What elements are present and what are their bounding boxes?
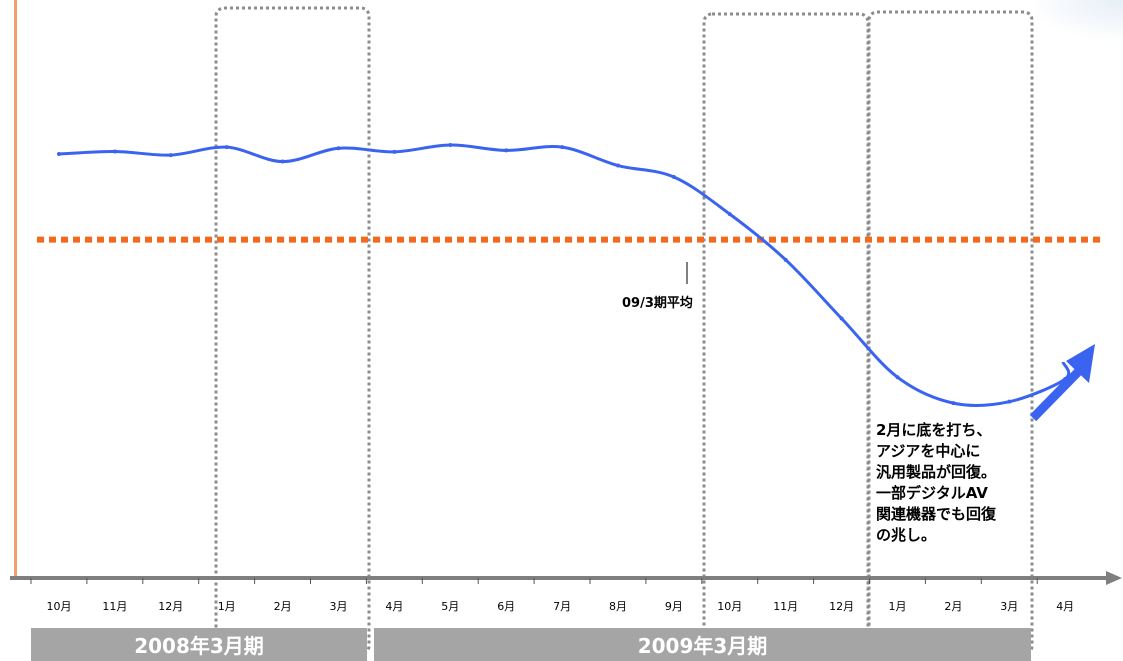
- x-tick-label: 1月: [218, 600, 236, 613]
- data-point: [336, 146, 341, 151]
- x-tick-label: 3月: [330, 600, 348, 613]
- series-line: [58, 143, 1071, 408]
- data-point: [168, 153, 173, 158]
- left-accent-rule: [14, 0, 17, 578]
- data-point: [280, 159, 285, 164]
- data-point: [951, 401, 956, 406]
- data-point: [57, 152, 61, 156]
- average-line-label: 09/3期平均: [622, 296, 693, 311]
- x-axis-arrowhead: [1106, 571, 1122, 585]
- data-point: [671, 175, 676, 180]
- x-tick-label: 3月: [1000, 600, 1018, 613]
- data-point: [839, 316, 844, 321]
- data-point: [727, 212, 732, 217]
- data-point: [1007, 399, 1012, 404]
- x-tick-label: 11月: [773, 600, 798, 613]
- highlight-box-3: [867, 10, 1034, 656]
- x-tick-label: 10月: [717, 600, 742, 613]
- x-tick-label: 5月: [441, 600, 459, 613]
- recovery-annotation: 2月に底を打ち、 アジアを中心に 汎用製品が回復。 一部デジタルAV 関連機器で…: [876, 421, 997, 544]
- x-tick-label: 8月: [609, 600, 627, 613]
- corner-decoration: [1033, 0, 1123, 40]
- x-tick-label: 12月: [158, 600, 183, 613]
- x-tick-label: 4月: [1056, 600, 1074, 613]
- highlight-box-1: [214, 6, 371, 656]
- data-point: [783, 257, 788, 262]
- x-tick-label: 7月: [553, 600, 571, 613]
- data-point: [224, 145, 229, 150]
- x-tick-label: 2月: [944, 600, 962, 613]
- x-tick-label: 10月: [47, 600, 72, 613]
- x-tick-label: 2月: [274, 600, 292, 613]
- data-point: [392, 149, 397, 154]
- recovery-arrow-head: [1066, 344, 1095, 383]
- recovery-arrow-shaft: [1029, 368, 1082, 422]
- data-point: [112, 149, 117, 154]
- highlight-box-2: [702, 12, 870, 656]
- period-label-2008: 2008年3月期: [31, 628, 367, 661]
- x-tick-label: 11月: [102, 600, 127, 613]
- x-tick-label: 1月: [889, 600, 907, 613]
- x-tick-label: 9月: [665, 600, 683, 613]
- x-tick-label: 12月: [829, 600, 854, 613]
- data-point: [616, 163, 620, 168]
- period-label-2009: 2009年3月期: [374, 628, 1031, 661]
- data-point: [895, 375, 900, 380]
- x-tick-label: 4月: [385, 600, 403, 613]
- data-point: [448, 143, 453, 147]
- x-tick-label: 6月: [497, 600, 515, 613]
- data-point: [560, 145, 565, 150]
- data-point: [504, 148, 509, 153]
